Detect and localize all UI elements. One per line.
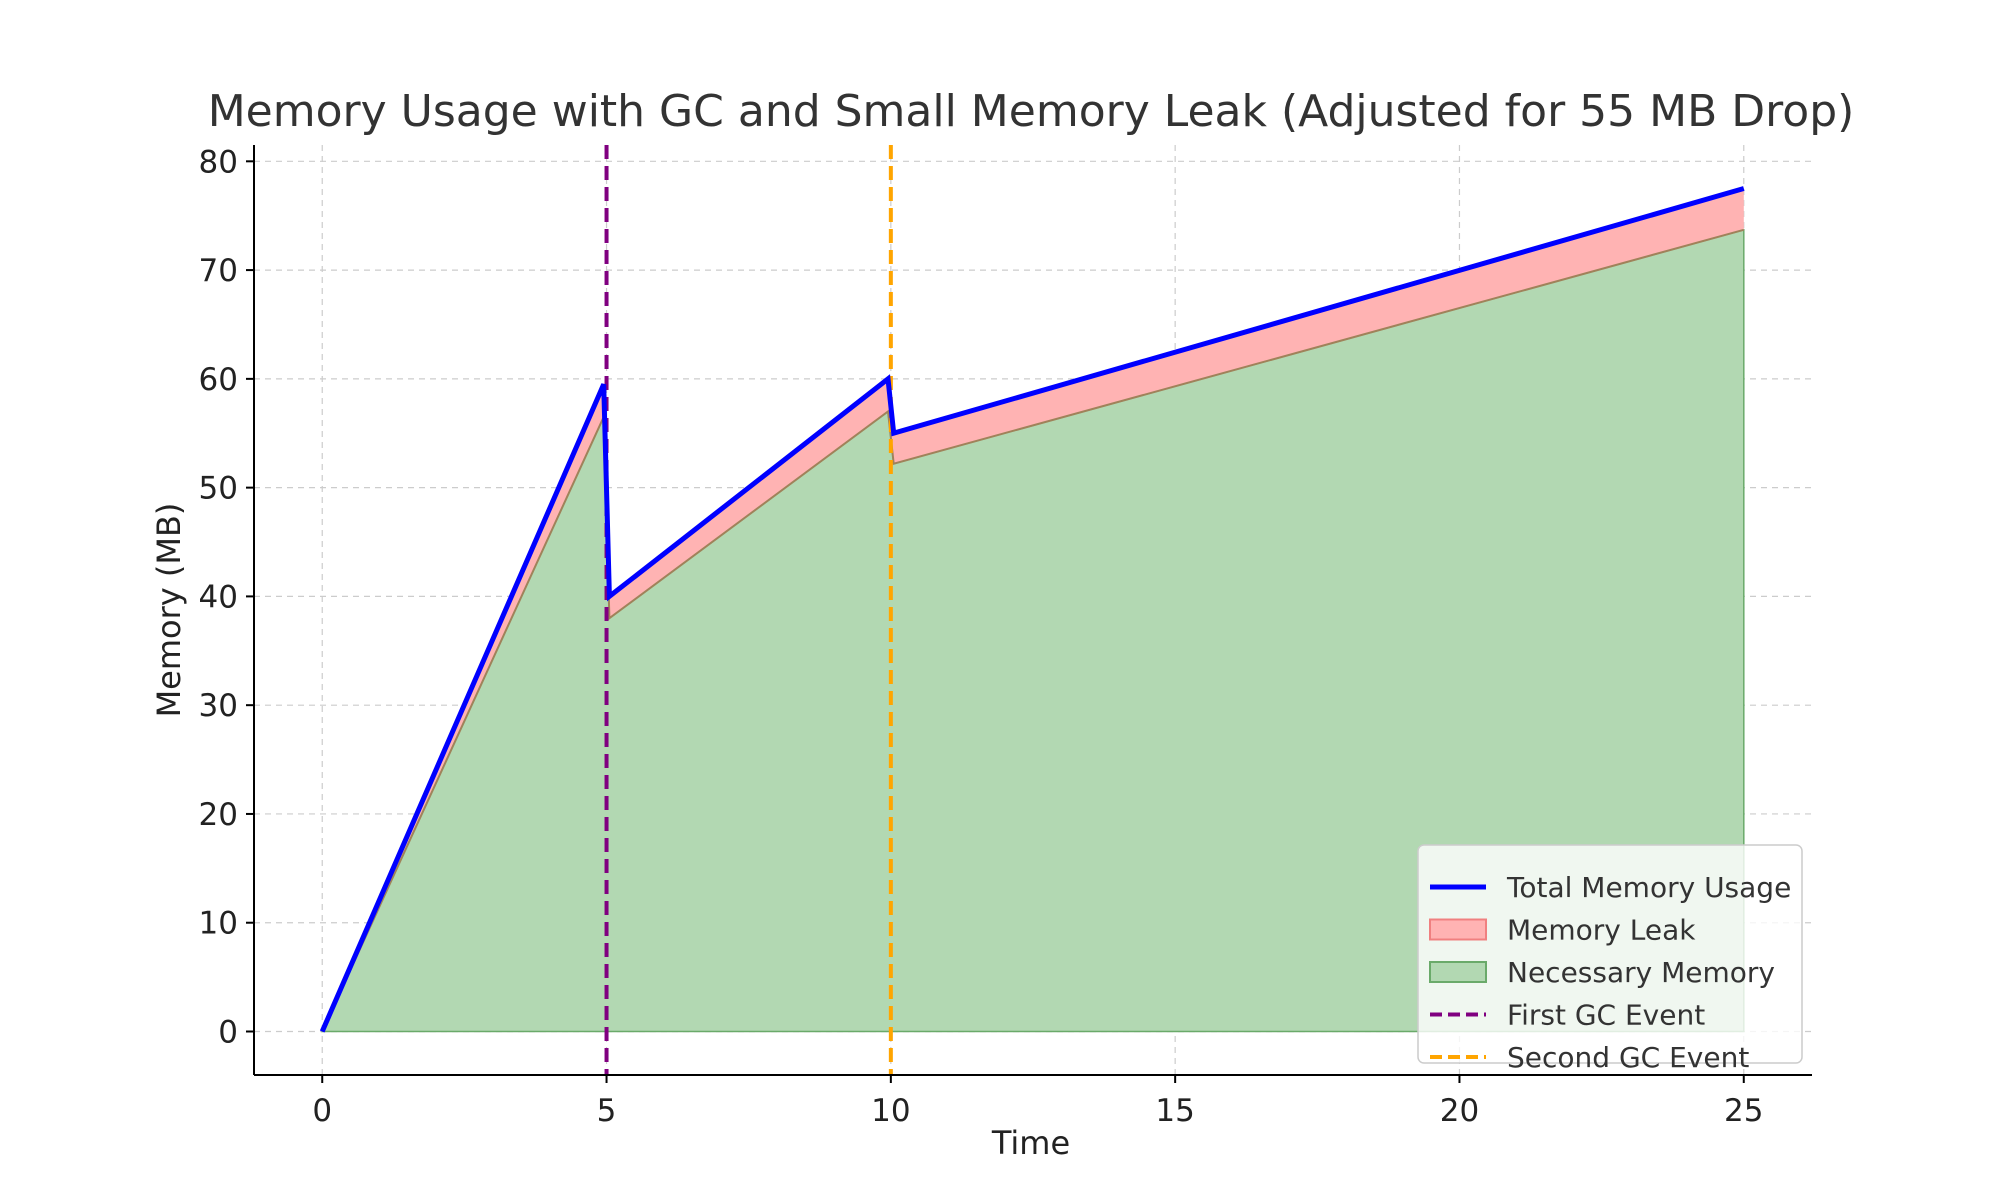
y-tick-label-40: 40 [199, 579, 238, 615]
axes: 0 5 10 15 20 25 0 10 20 30 40 50 60 70 80 [199, 144, 1812, 1129]
total-memory-line [319, 186, 1745, 1033]
legend-label-first-gc-event: First GC Event [1507, 999, 1705, 1032]
y-tick-label-80: 80 [199, 144, 238, 180]
y-tick-label-20: 20 [199, 797, 238, 833]
legend-swatch-memory-leak [1429, 918, 1487, 941]
x-tick-label-10: 10 [871, 1093, 910, 1129]
legend-item-memory-leak: Memory Leak [1429, 914, 1696, 947]
x-axis-label: Time [991, 1124, 1070, 1162]
y-tick-label-50: 50 [199, 471, 238, 507]
legend-item-first-gc-event: First GC Event [1430, 999, 1705, 1032]
x-tick-label-20: 20 [1440, 1093, 1479, 1129]
y-axis-label: Memory (MB) [150, 503, 188, 718]
y-tick-label-30: 30 [199, 688, 238, 724]
legend-box [1417, 844, 1803, 1064]
memory-leak-lower-edge [321, 228, 1745, 1032]
gc-event-lines [604, 145, 893, 1075]
x-tick-label-0: 0 [312, 1093, 332, 1129]
y-tick-label-60: 60 [199, 362, 238, 398]
line-layer [319, 186, 1745, 1033]
x-tick-label-15: 15 [1155, 1093, 1194, 1129]
legend-item-second-gc-event: Second GC Event [1430, 1041, 1749, 1074]
legend-swatch-necessary-memory [1429, 961, 1487, 983]
legend-label-second-gc-event: Second GC Event [1507, 1041, 1749, 1074]
legend-label-necessary-memory: Necessary Memory [1507, 956, 1775, 989]
x-tick-label-25: 25 [1724, 1093, 1763, 1129]
x-tick-label-5: 5 [597, 1093, 617, 1129]
legend-item-total-memory-usage: Total Memory Usage [1430, 871, 1791, 904]
y-tick-label-10: 10 [199, 906, 238, 942]
chart-title: Memory Usage with GC and Small Memory Le… [208, 86, 1855, 137]
legend-item-necessary-memory: Necessary Memory [1429, 956, 1775, 989]
y-tick-label-0: 0 [218, 1014, 238, 1050]
legend-label-memory-leak: Memory Leak [1507, 914, 1696, 947]
legend-label-total-memory-usage: Total Memory Usage [1506, 871, 1791, 904]
y-tick-label-70: 70 [199, 253, 238, 289]
legend: Total Memory Usage Memory Leak Necessary M… [1417, 844, 1803, 1074]
